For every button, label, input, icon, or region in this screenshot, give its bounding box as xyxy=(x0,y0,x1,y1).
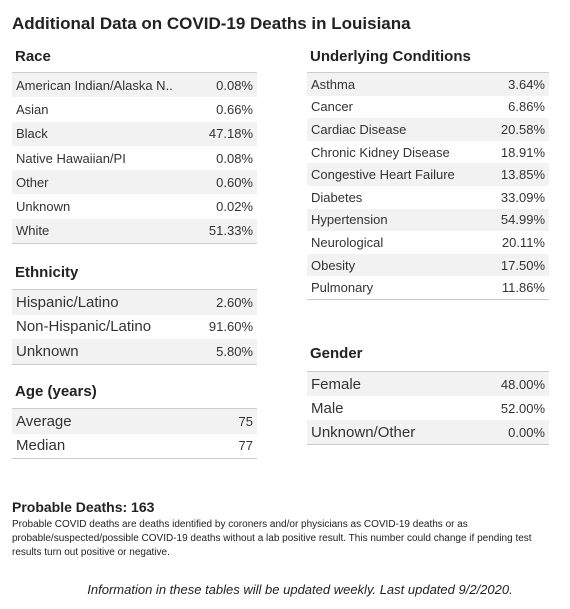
row-value: 3.64% xyxy=(508,76,545,92)
section-heading: Gender xyxy=(310,345,363,362)
probable-value: 163 xyxy=(131,499,155,515)
row-value: 48.00% xyxy=(500,376,545,392)
row-label: White xyxy=(16,223,50,239)
row-label: Diabetes xyxy=(311,189,363,205)
table-row: Cardiac Disease 20.58% xyxy=(307,118,549,141)
probable-deaths: Probable Deaths: 163 xyxy=(12,499,154,515)
page-title: Additional Data on COVID-19 Deaths in Lo… xyxy=(12,14,411,33)
table-row: American Indian/Alaska N.. 0.08% xyxy=(12,73,257,98)
row-label: Hypertension xyxy=(311,212,388,228)
row-label: Male xyxy=(311,399,344,417)
table-row: Asian 0.66% xyxy=(12,97,257,121)
row-value: 0.02% xyxy=(216,199,253,215)
row-label: Chronic Kidney Disease xyxy=(311,144,450,160)
row-label: Average xyxy=(16,412,72,430)
table-row: Black 47.18% xyxy=(12,121,257,146)
table-row: Non-Hispanic/Latino 91.60% xyxy=(12,315,257,340)
table-row: Female 48.00% xyxy=(307,372,549,396)
table-row: Unknown/Other 0.00% xyxy=(307,420,549,444)
table-row: Asthma 3.64% xyxy=(307,73,549,96)
row-value: 2.60% xyxy=(216,294,253,310)
row-value: 18.91% xyxy=(500,144,545,160)
data-table: Average 75 Median 77 xyxy=(12,408,257,459)
row-value: 0.08% xyxy=(216,77,253,93)
table-row: Neurological 20.11% xyxy=(307,231,549,254)
data-table: American Indian/Alaska N.. 0.08% Asian 0.66… xyxy=(12,72,257,245)
row-value: 0.08% xyxy=(216,150,253,166)
row-label: Non-Hispanic/Latino xyxy=(16,318,152,336)
table-row: Hispanic/Latino 2.60% xyxy=(12,290,257,315)
row-value: 0.66% xyxy=(216,101,253,117)
section-heading: Race xyxy=(15,48,51,65)
table-row: Average 75 xyxy=(12,409,257,434)
row-label: Native Hawaiian/PI xyxy=(16,150,126,166)
row-value: 20.11% xyxy=(501,234,545,250)
probable-label: Probable Deaths: xyxy=(12,499,128,515)
table-row: Congestive Heart Failure 13.85% xyxy=(307,163,549,186)
table-row: Chronic Kidney Disease 18.91% xyxy=(307,141,549,164)
table-row: Male 52.00% xyxy=(307,396,549,420)
row-label: Pulmonary xyxy=(311,280,374,296)
data-table: Female 48.00% Male 52.00% Unknown/Other 0.00% xyxy=(307,371,549,445)
table-row: Unknown 5.80% xyxy=(12,339,257,364)
row-value: 47.18% xyxy=(208,126,253,142)
section-heading: Underlying Conditions xyxy=(310,48,471,65)
row-label: American Indian/Alaska N.. xyxy=(16,77,173,93)
row-label: Hispanic/Latino xyxy=(16,293,119,311)
row-label: Cancer xyxy=(311,99,353,115)
row-value: 51.33% xyxy=(208,223,253,239)
row-value: 52.00% xyxy=(500,400,545,416)
table-row: Native Hawaiian/PI 0.08% xyxy=(12,146,257,170)
row-value: 17.50% xyxy=(500,257,545,273)
row-label: Neurological xyxy=(311,234,384,250)
table-row: Median 77 xyxy=(12,434,257,459)
row-value: 5.80% xyxy=(216,343,253,359)
table-row: Hypertension 54.99% xyxy=(307,208,549,232)
row-label: Female xyxy=(311,375,362,393)
table-row: Pulmonary 11.86% xyxy=(307,276,549,299)
row-label: Median xyxy=(16,437,66,455)
table-row: Other 0.60% xyxy=(12,170,257,195)
row-value: 77 xyxy=(238,438,253,454)
row-value: 75 xyxy=(238,413,253,429)
row-value: 11.86% xyxy=(501,280,545,296)
update-note: Information in these tables will be upda… xyxy=(87,582,513,597)
data-table: Hispanic/Latino 2.60% Non-Hispanic/Latino 9… xyxy=(12,289,257,365)
row-value: 54.99% xyxy=(500,212,545,228)
row-label: Unknown xyxy=(16,199,71,215)
row-value: 13.85% xyxy=(500,167,545,183)
table-row: Diabetes 33.09% xyxy=(307,186,549,209)
row-value: 0.60% xyxy=(216,174,253,190)
row-label: Other xyxy=(16,174,49,190)
table-row: Cancer 6.86% xyxy=(307,96,549,119)
row-label: Black xyxy=(16,126,48,142)
table-row: White 51.33% xyxy=(12,218,257,244)
table-row: Unknown 0.02% xyxy=(12,194,257,218)
row-value: 6.86% xyxy=(508,99,545,115)
probable-note: Probable COVID deaths are deaths identif… xyxy=(12,519,532,558)
section-heading: Ethnicity xyxy=(15,264,79,281)
row-label: Unknown xyxy=(16,342,79,360)
row-value: 33.09% xyxy=(500,189,545,205)
table-row: Obesity 17.50% xyxy=(307,253,549,277)
row-value: 0.00% xyxy=(508,424,545,440)
row-label: Cardiac Disease xyxy=(311,121,407,137)
row-label: Unknown/Other xyxy=(311,423,416,441)
row-label: Congestive Heart Failure xyxy=(311,167,455,183)
row-label: Asian xyxy=(16,101,49,117)
row-label: Obesity xyxy=(311,257,356,273)
row-value: 91.60% xyxy=(208,319,253,335)
section-heading: Age (years) xyxy=(15,383,97,400)
row-label: Asthma xyxy=(311,76,356,92)
row-value: 20.58% xyxy=(500,121,545,137)
data-table: Asthma 3.64% Cancer 6.86% Cardiac Disease 20.… xyxy=(307,72,549,300)
